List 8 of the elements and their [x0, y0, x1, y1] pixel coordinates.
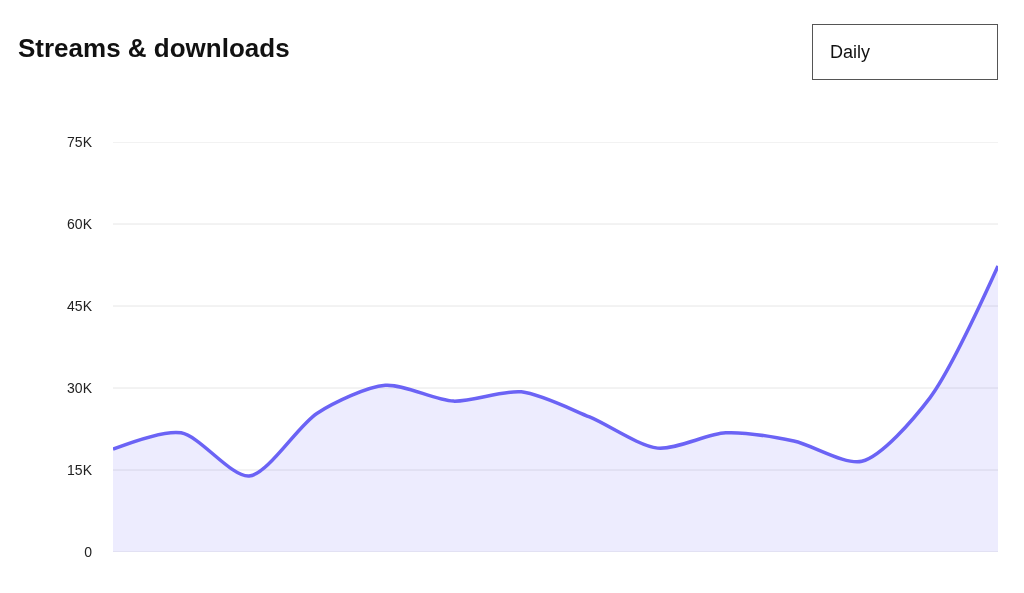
y-tick-label: 60K	[67, 215, 93, 232]
y-tick-label: 30K	[67, 379, 93, 396]
y-tick-label: 15K	[67, 461, 93, 478]
chart-title: Streams & downloads	[18, 33, 290, 64]
y-tick-label: 75K	[67, 133, 93, 150]
y-tick-label: 45K	[67, 297, 93, 314]
text: Daily	[830, 42, 981, 62]
y-tick-label: 0	[84, 543, 93, 560]
